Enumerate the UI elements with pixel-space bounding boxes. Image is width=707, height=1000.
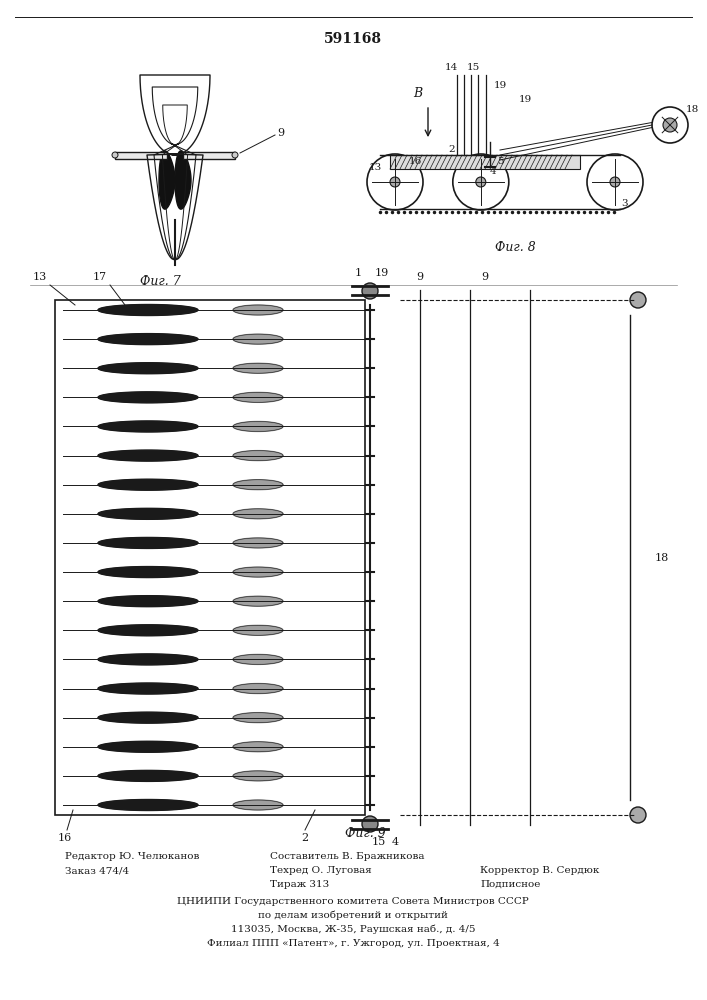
Text: 5: 5 [497, 157, 503, 166]
Text: Подписное: Подписное [480, 880, 540, 889]
Polygon shape [98, 334, 198, 345]
Text: 2: 2 [449, 145, 455, 154]
Text: 14: 14 [445, 62, 458, 72]
Text: ЦНИИПИ Государственного комитета Совета Министров СССР: ЦНИИПИ Государственного комитета Совета … [177, 897, 529, 906]
Text: Фиг. 8: Фиг. 8 [495, 241, 535, 254]
Polygon shape [98, 712, 198, 723]
Polygon shape [159, 151, 175, 209]
Text: 15: 15 [467, 62, 480, 72]
Text: Техред О. Луговая: Техред О. Луговая [270, 866, 372, 875]
Text: 9: 9 [481, 272, 489, 282]
Polygon shape [98, 683, 198, 694]
FancyBboxPatch shape [183, 151, 235, 158]
Polygon shape [233, 480, 283, 490]
FancyBboxPatch shape [390, 155, 580, 169]
Text: 17: 17 [93, 272, 107, 282]
Polygon shape [175, 151, 191, 209]
Text: 19: 19 [375, 268, 390, 278]
Circle shape [362, 816, 378, 832]
Polygon shape [233, 684, 283, 694]
Circle shape [390, 177, 400, 187]
Polygon shape [233, 654, 283, 664]
Polygon shape [233, 800, 283, 810]
Polygon shape [233, 305, 283, 315]
Text: Заказ 474/4: Заказ 474/4 [65, 866, 129, 875]
Polygon shape [233, 363, 283, 373]
Polygon shape [98, 421, 198, 432]
Polygon shape [98, 567, 198, 578]
Polygon shape [233, 509, 283, 519]
FancyBboxPatch shape [55, 300, 365, 815]
Text: 3: 3 [621, 200, 629, 209]
Polygon shape [233, 421, 283, 431]
Text: B: B [414, 87, 423, 100]
Polygon shape [98, 625, 198, 636]
Circle shape [232, 152, 238, 158]
Text: Редактор Ю. Челюканов: Редактор Ю. Челюканов [65, 852, 199, 861]
Text: 4: 4 [392, 837, 399, 847]
Text: Фиг. 7: Фиг. 7 [139, 275, 180, 288]
Polygon shape [233, 567, 283, 577]
Polygon shape [233, 771, 283, 781]
Polygon shape [98, 741, 198, 752]
Polygon shape [98, 305, 198, 315]
Text: по делам изобретений и открытий: по делам изобретений и открытий [258, 911, 448, 920]
FancyBboxPatch shape [115, 151, 167, 158]
Text: 15: 15 [372, 837, 386, 847]
Circle shape [663, 118, 677, 132]
Circle shape [362, 283, 378, 299]
Text: 591168: 591168 [324, 32, 382, 46]
Circle shape [112, 152, 118, 158]
Text: 18: 18 [685, 105, 699, 114]
Text: 18: 18 [655, 553, 670, 563]
Circle shape [630, 292, 646, 308]
Polygon shape [98, 537, 198, 548]
Text: 16: 16 [409, 157, 421, 166]
Text: 113035, Москва, Ж-35, Раушская наб., д. 4/5: 113035, Москва, Ж-35, Раушская наб., д. … [230, 925, 475, 934]
Polygon shape [98, 508, 198, 519]
Polygon shape [98, 479, 198, 490]
Text: 13: 13 [33, 272, 47, 282]
Text: 9: 9 [277, 128, 284, 138]
Text: Тираж 313: Тираж 313 [270, 880, 329, 889]
Polygon shape [233, 742, 283, 752]
Text: 9: 9 [416, 272, 423, 282]
Polygon shape [98, 392, 198, 403]
Text: Составитель В. Бражникова: Составитель В. Бражникова [270, 852, 424, 861]
Text: 13: 13 [368, 162, 382, 172]
Polygon shape [233, 392, 283, 402]
Polygon shape [233, 538, 283, 548]
Polygon shape [233, 596, 283, 606]
Text: 1: 1 [354, 268, 361, 278]
Circle shape [476, 177, 486, 187]
Text: 16: 16 [58, 833, 72, 843]
Polygon shape [98, 654, 198, 665]
Text: 2: 2 [301, 833, 308, 843]
Circle shape [630, 807, 646, 823]
Text: 4: 4 [490, 166, 497, 176]
Polygon shape [233, 625, 283, 635]
Circle shape [610, 177, 620, 187]
Polygon shape [98, 770, 198, 781]
Polygon shape [98, 800, 198, 810]
Text: Фиг. 9: Фиг. 9 [344, 827, 385, 840]
Polygon shape [98, 596, 198, 607]
Polygon shape [233, 713, 283, 723]
Text: Филиал ППП «Патент», г. Ужгород, ул. Проектная, 4: Филиал ППП «Патент», г. Ужгород, ул. Про… [206, 939, 499, 948]
Polygon shape [98, 450, 198, 461]
Text: 19: 19 [494, 81, 507, 90]
Polygon shape [233, 334, 283, 344]
Polygon shape [98, 363, 198, 374]
Text: 19: 19 [518, 96, 532, 104]
Polygon shape [233, 451, 283, 461]
Text: Корректор В. Сердюк: Корректор В. Сердюк [480, 866, 600, 875]
